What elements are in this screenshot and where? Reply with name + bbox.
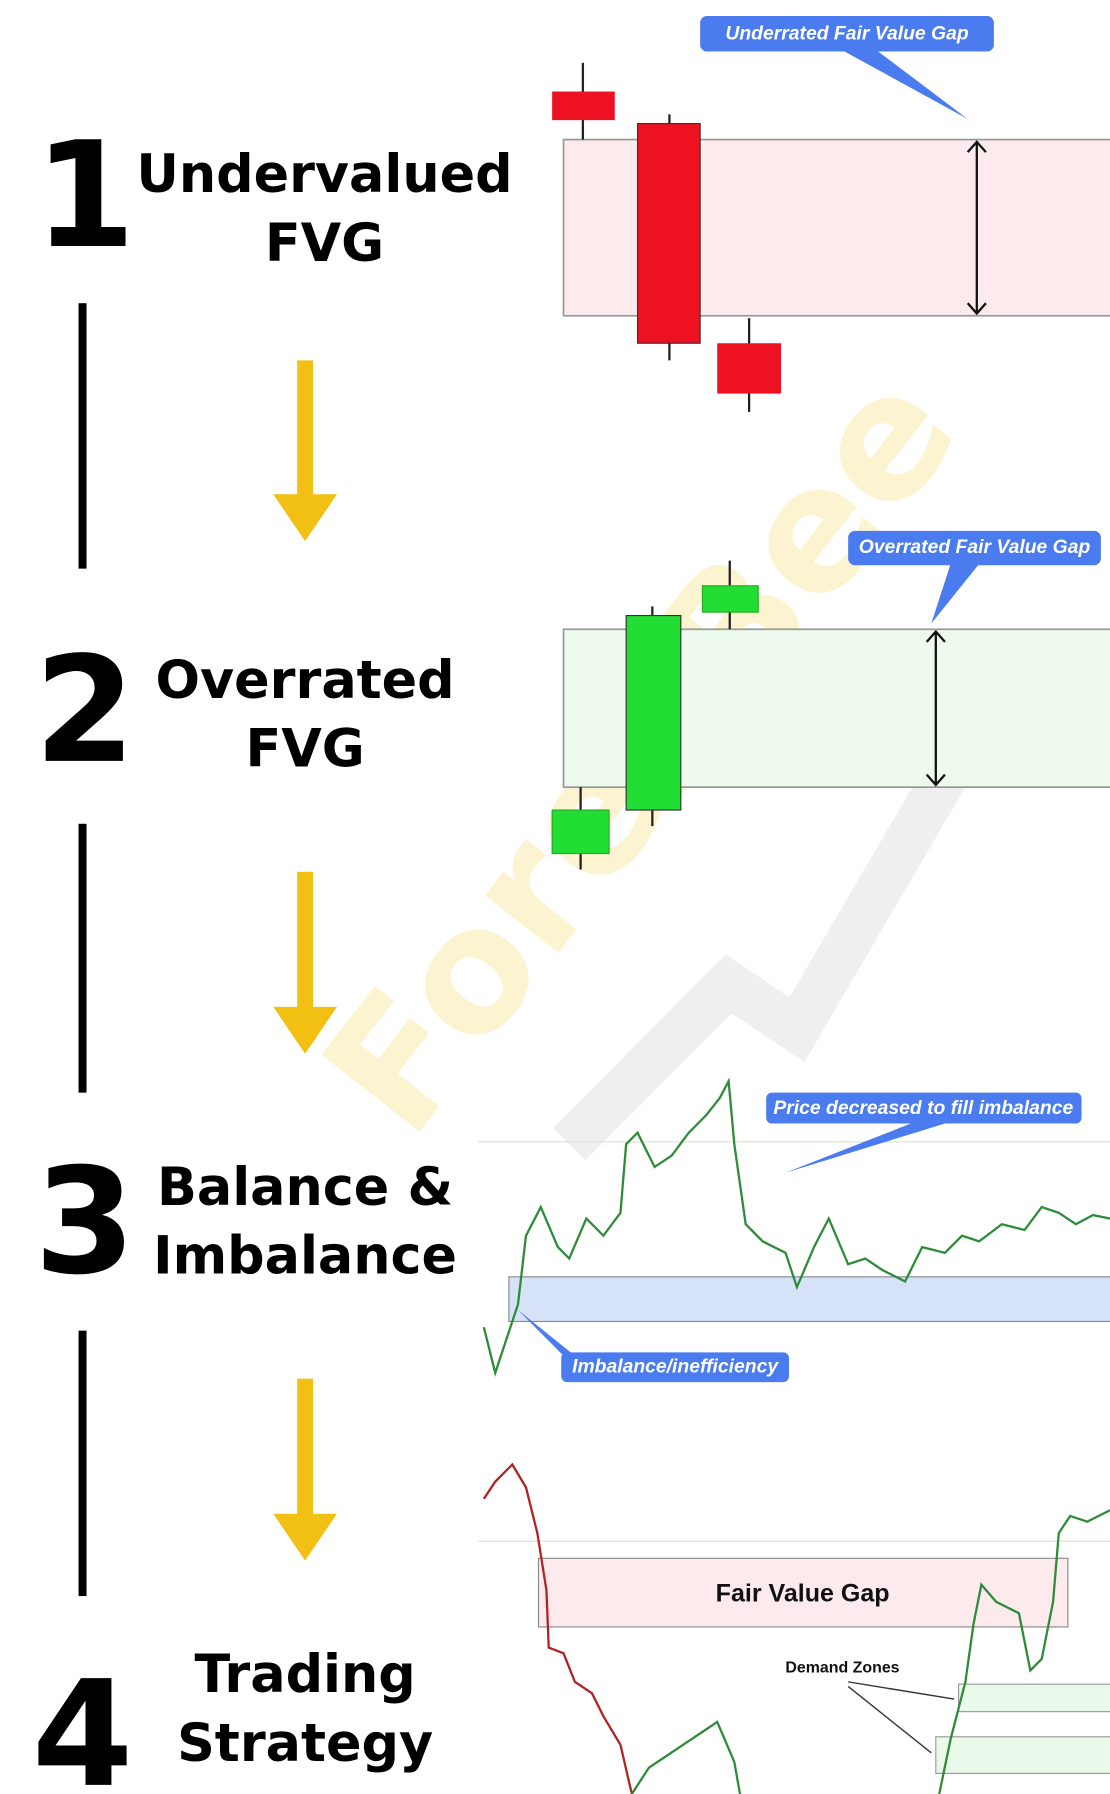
step-number: 3 (34, 1137, 135, 1307)
price-line-down (484, 1464, 632, 1794)
candle (717, 343, 781, 393)
candle (626, 616, 681, 811)
infographic: ForexBee 1 Undervalued FVG 2 Overrated F… (0, 0, 1110, 1794)
yellow-arrow (273, 1379, 337, 1561)
arrow-head (273, 1514, 337, 1561)
step-number: 4 (32, 1650, 133, 1794)
arrow-shaft (297, 360, 313, 497)
demand-zone (959, 1684, 1110, 1711)
step-title: Trading (194, 1644, 415, 1705)
step-number: 1 (34, 111, 135, 281)
timeline-line (79, 1331, 87, 1596)
callout-text: Imbalance/inefficiency (572, 1355, 779, 1377)
candle (638, 124, 701, 344)
step-title: Balance & (157, 1157, 453, 1218)
callout-text: Price decreased to fill imbalance (773, 1097, 1073, 1119)
price-line-up (632, 1722, 740, 1794)
candle (552, 810, 609, 853)
zone-label: Fair Value Gap (716, 1580, 890, 1608)
arrow-shaft (297, 872, 313, 1009)
timeline-line (79, 303, 87, 568)
arrow-shaft (297, 1379, 313, 1516)
step-title: Undervalued (136, 144, 512, 205)
step-title: FVG (265, 213, 384, 274)
step-title: Strategy (177, 1713, 433, 1774)
step-title: Overrated (156, 650, 455, 711)
callout-pointer (931, 564, 979, 623)
callout-pointer (842, 50, 967, 119)
step-title: FVG (245, 718, 364, 779)
imbalance-zone (509, 1277, 1110, 1322)
body: ForexBee 1 Undervalued FVG 2 Overrated F… (0, 0, 1110, 1794)
page: FVG steps html, body { margin: 0; paddin… (0, 0, 1110, 1794)
panel-strategy: Fair Value Gap Demand Zones (478, 1464, 1110, 1794)
arrow-head (273, 494, 337, 541)
demand-zone (936, 1737, 1110, 1774)
step-title: Imbalance (153, 1225, 457, 1286)
callout-text: Overrated Fair Value Gap (859, 536, 1091, 558)
yellow-arrow (273, 360, 337, 541)
callout-pointer (786, 1124, 945, 1173)
candle (552, 92, 615, 121)
step-number: 2 (34, 626, 135, 796)
timeline-line (79, 824, 87, 1093)
zone-label: Demand Zones (785, 1660, 899, 1677)
callout-text: Underrated Fair Value Gap (725, 22, 968, 44)
candle (702, 586, 758, 612)
